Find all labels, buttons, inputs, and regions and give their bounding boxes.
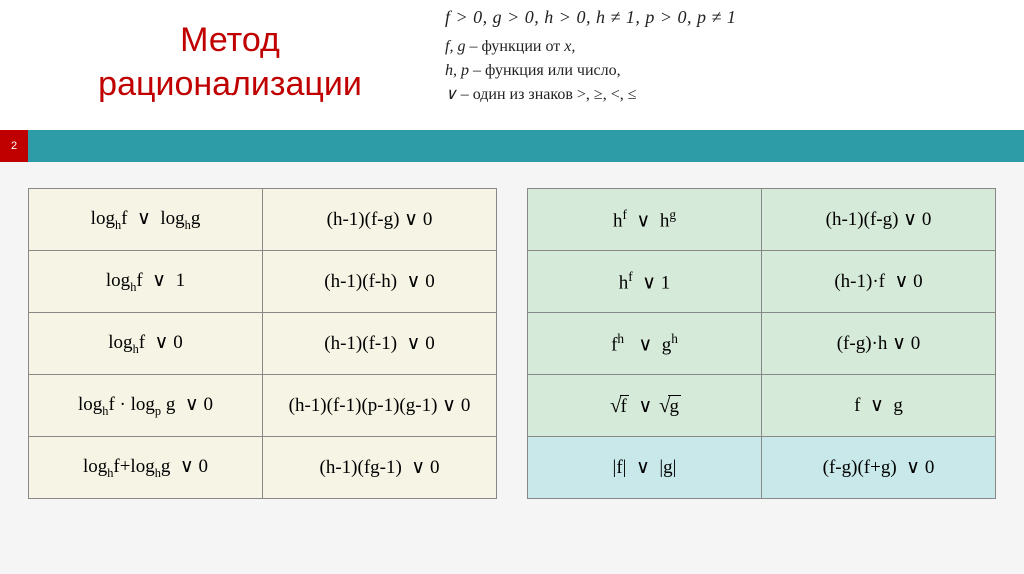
- slide-title: Метод рационализации: [90, 18, 370, 106]
- table-row: |f| ∨ |g|(f-g)(f+g) ∨ 0: [528, 437, 996, 499]
- expr-right: (h-1)(f-g) ∨ 0: [762, 189, 996, 251]
- expr-right: f ∨ g: [762, 375, 996, 437]
- tables-container: loghf ∨ loghg(h-1)(f-g) ∨ 0loghf ∨ 1(h-1…: [0, 162, 1024, 499]
- log-table: loghf ∨ loghg(h-1)(f-g) ∨ 0loghf ∨ 1(h-1…: [28, 188, 497, 499]
- table-row: fh ∨ gh(f-g)·h ∨ 0: [528, 313, 996, 375]
- cond-line-vee: ∨ – один из знаков >, ≥, <, ≤: [445, 83, 736, 107]
- table-row: loghf+loghg ∨ 0(h-1)(fg-1) ∨ 0: [29, 437, 497, 499]
- page-number-tab: 2: [0, 130, 28, 162]
- cond-line-hp: h, p – функция или число,: [445, 59, 736, 83]
- expr-left: loghf ∨ loghg: [29, 189, 263, 251]
- exp-table: hf ∨ hg(h-1)(f-g) ∨ 0hf ∨ 1(h-1)·f ∨ 0fh…: [527, 188, 996, 499]
- expr-left: |f| ∨ |g|: [528, 437, 762, 499]
- expr-left: fh ∨ gh: [528, 313, 762, 375]
- divider-band: 2: [0, 130, 1024, 162]
- table-row: f ∨ gf ∨ g: [528, 375, 996, 437]
- expr-left: hf ∨ hg: [528, 189, 762, 251]
- expr-left: loghf · logp g ∨ 0: [29, 375, 263, 437]
- cond-line-fg: f, g – функции от x,: [445, 35, 736, 59]
- table-row: hf ∨ hg(h-1)(f-g) ∨ 0: [528, 189, 996, 251]
- expr-left: loghf ∨ 0: [29, 313, 263, 375]
- expr-right: (h-1)·f ∨ 0: [762, 251, 996, 313]
- expr-left: hf ∨ 1: [528, 251, 762, 313]
- expr-left: loghf+loghg ∨ 0: [29, 437, 263, 499]
- expr-right: (f-g)·h ∨ 0: [762, 313, 996, 375]
- table-row: loghf · logp g ∨ 0(h-1)(f-1)(p-1)(g-1) ∨…: [29, 375, 497, 437]
- expr-right: (h-1)(f-1) ∨ 0: [263, 313, 497, 375]
- expr-right: (h-1)(f-g) ∨ 0: [263, 189, 497, 251]
- expr-right: (h-1)(fg-1) ∨ 0: [263, 437, 497, 499]
- expr-right: (h-1)(f-h) ∨ 0: [263, 251, 497, 313]
- table-row: loghf ∨ 1(h-1)(f-h) ∨ 0: [29, 251, 497, 313]
- table-row: loghf ∨ loghg(h-1)(f-g) ∨ 0: [29, 189, 497, 251]
- expr-left: loghf ∨ 1: [29, 251, 263, 313]
- table-row: loghf ∨ 0(h-1)(f-1) ∨ 0: [29, 313, 497, 375]
- expr-right: (h-1)(f-1)(p-1)(g-1) ∨ 0: [263, 375, 497, 437]
- conditions-block: f > 0, g > 0, h > 0, h ≠ 1, p > 0, p ≠ 1…: [445, 4, 736, 107]
- expr-right: (f-g)(f+g) ∨ 0: [762, 437, 996, 499]
- header: Метод рационализации f > 0, g > 0, h > 0…: [0, 0, 1024, 130]
- cond-inequalities: f > 0, g > 0, h > 0, h ≠ 1, p > 0, p ≠ 1: [445, 4, 736, 31]
- table-row: hf ∨ 1(h-1)·f ∨ 0: [528, 251, 996, 313]
- expr-left: f ∨ g: [528, 375, 762, 437]
